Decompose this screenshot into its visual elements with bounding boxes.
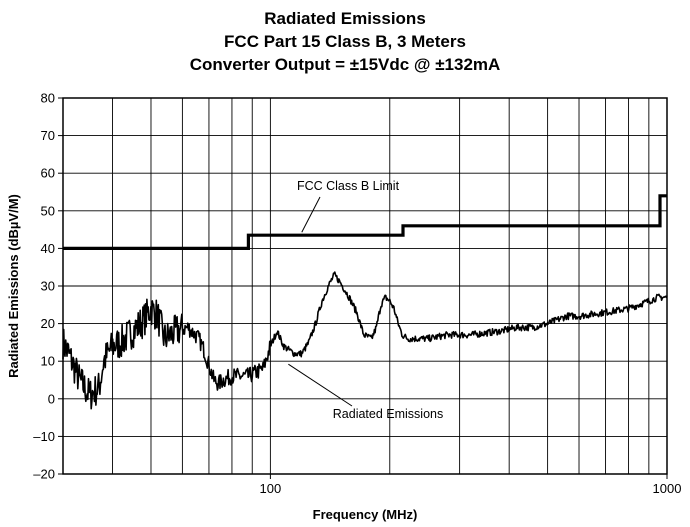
y-tick-label: 40 <box>41 241 55 256</box>
y-tick-label: 70 <box>41 128 55 143</box>
annotation-leader-line <box>301 196 321 233</box>
grid <box>63 98 667 474</box>
series-fcc-class-b-limit <box>63 194 667 250</box>
annotation-radiated-emissions: Radiated Emissions <box>333 407 443 421</box>
series-radiated-emissions <box>62 271 668 410</box>
series-layer <box>62 194 668 410</box>
x-axis-label: Frequency (MHz) <box>313 507 418 522</box>
annotations: FCC Class B Limit Radiated Emissions <box>288 179 443 421</box>
chart-subtitle-line-1: FCC Part 15 Class B, 3 Meters <box>224 32 466 51</box>
y-axis-label: Radiated Emissions (dBµV/M) <box>6 194 21 378</box>
y-tick-label: 50 <box>41 203 55 218</box>
x-tick-label: 100 <box>260 481 282 496</box>
annotation-leader-line <box>288 363 353 407</box>
y-tick-label: 20 <box>41 316 55 331</box>
y-tick-label: –10 <box>33 429 55 444</box>
annotation-fcc-class-b-limit: FCC Class B Limit <box>297 179 400 193</box>
y-tick-label: 0 <box>48 391 55 406</box>
chart-subtitle-line-2: Converter Output = ±15Vdc @ ±132mA <box>189 55 501 74</box>
tick-labels: –20 –10 0 10 20 30 40 50 60 70 80 100 1000 <box>33 91 681 497</box>
chart-title: Radiated Emissions <box>264 9 426 28</box>
x-tick-label: 1000 <box>653 481 682 496</box>
y-tick-label: 30 <box>41 279 55 294</box>
y-tick-label: 80 <box>41 91 55 106</box>
y-tick-label: 10 <box>41 354 55 369</box>
y-tick-label: 60 <box>41 166 55 181</box>
y-tick-label: –20 <box>33 467 55 482</box>
